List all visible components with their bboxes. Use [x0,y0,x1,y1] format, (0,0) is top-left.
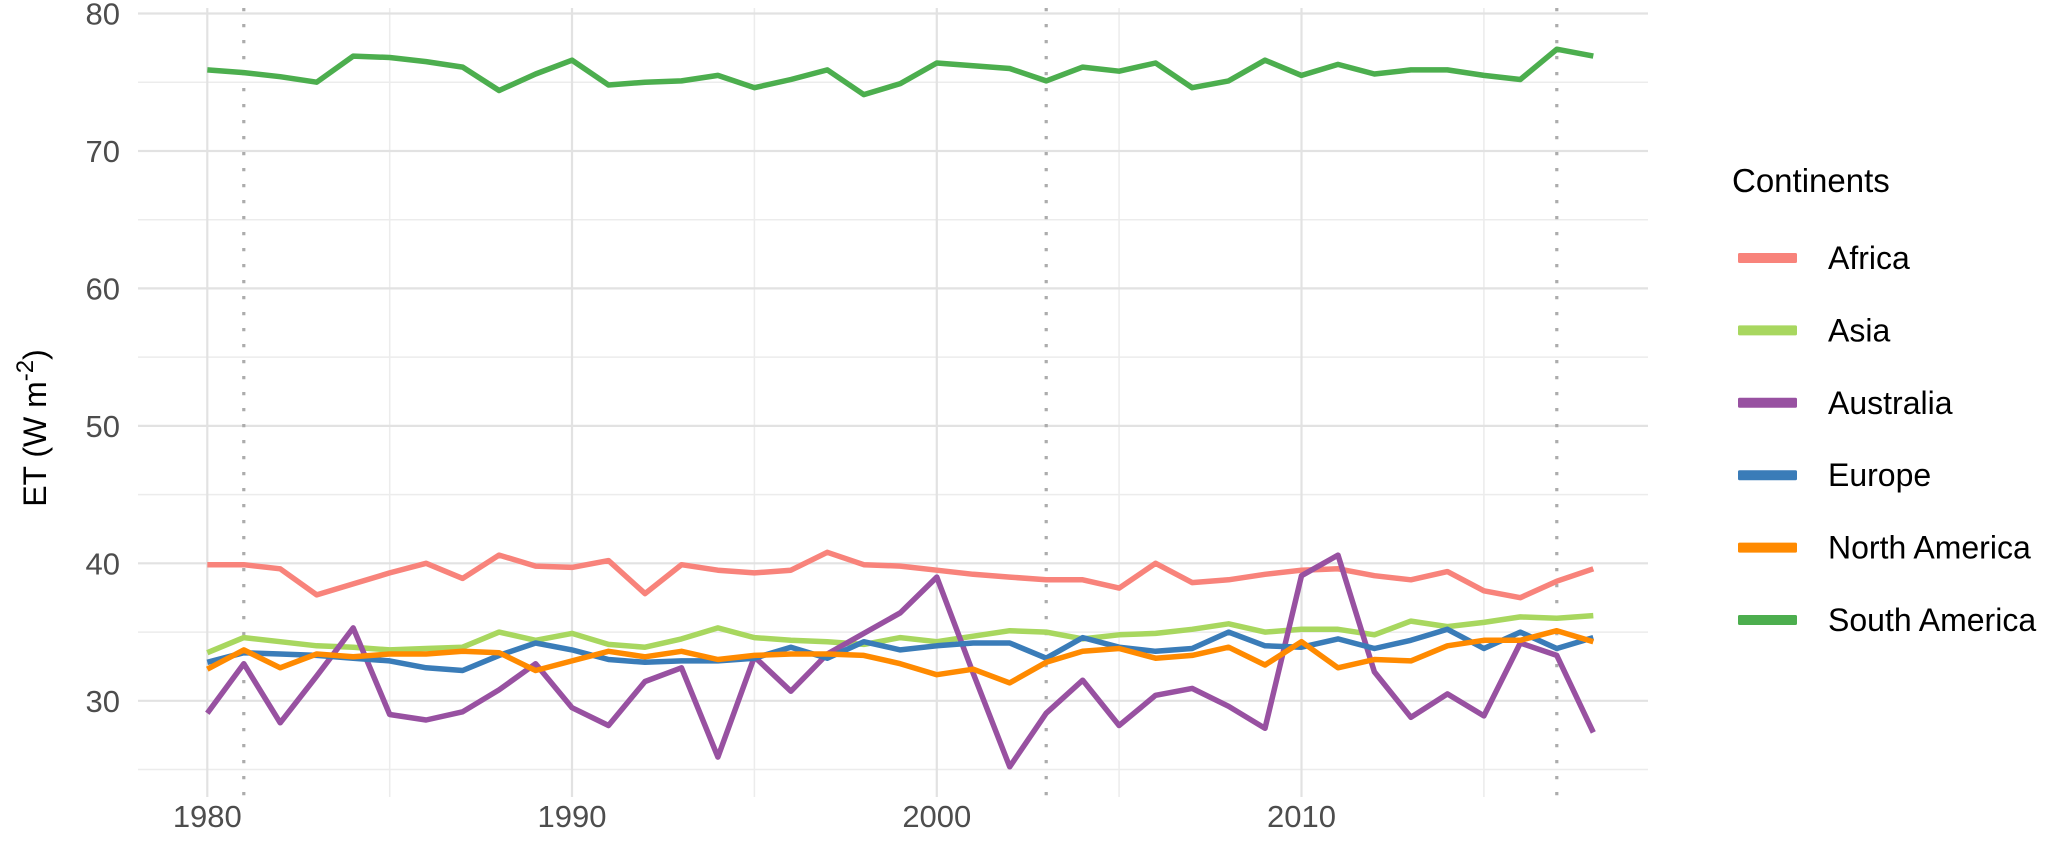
y-tick-label: 60 [86,271,120,306]
legend-swatch-europe [1738,470,1797,481]
legend: Continents Africa Asia Australia Europe North… [1732,162,2036,638]
legend-label-asia: Asia [1828,312,1890,348]
series-line-africa [207,549,1595,601]
legend-label-australia: Australia [1828,385,1953,421]
legend-swatch-australia [1738,397,1797,408]
y-tick-label: 50 [86,409,120,444]
y-axis-title-superscript: -2 [12,360,39,381]
y-axis-title-text: ET (W m [17,381,53,507]
legend-item-europe: Europe [1738,457,1931,493]
x-tick-label: 1980 [173,799,242,834]
legend-item-africa: Africa [1738,240,1910,276]
series-line-south-america [207,46,1594,98]
y-tick-label: 30 [86,684,120,719]
legend-title: Continents [1732,162,1890,199]
legend-item-australia: Australia [1738,385,1953,421]
legend-label-south-america: South America [1828,602,2036,638]
y-tick-label: 40 [86,546,120,581]
legend-label-africa: Africa [1828,240,1910,276]
legend-swatch-africa [1738,253,1797,263]
legend-item-asia: Asia [1738,312,1890,348]
series-line-australia [205,552,1596,770]
legend-item-north-america: North America [1738,530,2031,566]
x-tick-label: 1990 [538,799,607,834]
legend-swatch-south-america [1738,615,1797,625]
legend-swatch-north-america [1738,542,1797,553]
y-tick-label: 80 [86,0,120,32]
legend-item-south-america: South America [1738,602,2036,638]
y-axis-title: ET (W m-2) [12,349,53,507]
x-tick-label: 2010 [1267,799,1336,834]
y-axis-title-text: ) [17,349,53,360]
y-tick-label: 70 [86,134,120,169]
x-tick-label: 2000 [902,799,971,834]
legend-label-europe: Europe [1828,457,1931,493]
series-line-north-america [206,627,1595,686]
series-line-europe [206,626,1595,674]
legend-label-north-america: North America [1828,530,2031,566]
legend-swatch-asia [1738,325,1797,336]
